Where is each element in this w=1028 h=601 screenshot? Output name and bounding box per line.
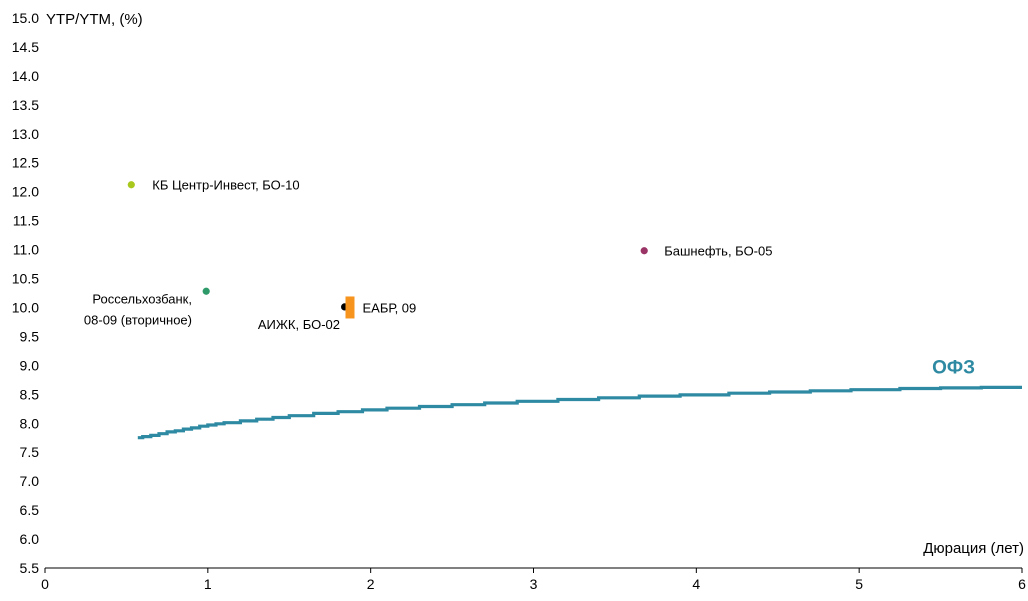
data-point [127,181,135,189]
y-tick-label: 7.0 [20,473,40,489]
data-point-eabr [345,296,355,319]
x-tick-label: 3 [530,576,538,592]
point-label: АИЖК, БО-02 [258,317,340,332]
y-tick-label: 7.5 [20,444,40,460]
y-tick-label: 15.0 [12,10,39,26]
y-tick-label: 8.0 [20,415,40,431]
y-tick-label: 12.0 [12,184,39,200]
data-point [640,247,648,255]
y-tick-label: 14.0 [12,68,39,84]
y-tick-label: 13.5 [12,97,39,113]
y-tick-label: 11.5 [13,213,39,229]
data-point [202,287,210,295]
point-label-line: 08-09 (вторичное) [84,312,192,327]
point-label: КБ Центр-Инвест, БО-10 [152,178,299,193]
x-tick-label: 4 [692,576,700,592]
y-tick-label: 12.5 [12,155,39,171]
y-tick-label: 9.5 [20,328,40,344]
y-tick-label: 6.5 [20,502,40,518]
y-tick-label: 10.5 [12,271,39,287]
y-tick-label: 9.0 [20,357,40,373]
point-label-line: Россельхозбанк, [92,291,192,306]
y-tick-label: 13.0 [12,126,39,142]
point-label: Башнефть, БО-05 [664,244,772,259]
x-tick-label: 2 [367,576,375,592]
x-tick-label: 0 [41,576,49,592]
x-tick-label: 6 [1018,576,1026,592]
y-tick-label: 10.0 [12,299,39,315]
x-tick-label: 1 [204,576,212,592]
point-label: ЕАБР, 09 [362,300,416,315]
y-tick-label: 8.5 [20,386,40,402]
y-axis-title: YTP/YTM, (%) [46,11,143,28]
y-tick-label: 11.0 [13,242,39,258]
y-tick-label: 5.5 [20,560,40,576]
series-label-ofz: ОФЗ [932,357,975,378]
x-tick-label: 5 [855,576,863,592]
y-tick-label: 6.0 [20,531,40,547]
x-axis-title: Дюрация (лет) [923,540,1024,557]
series-line-ofz [137,385,1022,440]
y-tick-label: 14.5 [12,39,39,55]
